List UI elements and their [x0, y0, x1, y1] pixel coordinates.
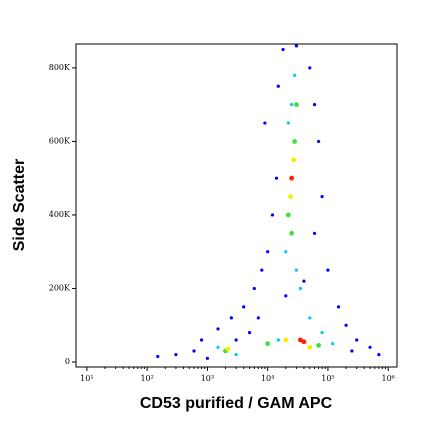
point [199, 338, 204, 342]
point [308, 316, 312, 320]
point [216, 345, 220, 349]
plot-frame [75, 43, 398, 368]
y-tick-label: 0 [65, 357, 70, 366]
point [286, 121, 290, 125]
point [289, 175, 295, 181]
point [252, 286, 256, 291]
point [266, 250, 270, 254]
point [312, 103, 317, 107]
y-tick-label: 200K [49, 283, 71, 292]
y-tick-label: 800K [49, 63, 71, 72]
x-axis-label: CD53 purified / GAM APC [140, 395, 333, 412]
x-tick-label: 10³ [201, 374, 214, 383]
point [316, 343, 321, 348]
point [291, 157, 297, 163]
point [256, 316, 260, 320]
point [283, 337, 289, 343]
y-tick-label: 400K [49, 210, 71, 219]
x-tick-label: 10² [140, 374, 153, 383]
point [320, 330, 324, 335]
point [312, 231, 317, 235]
x-tick-label: 10⁵ [321, 374, 334, 383]
point [265, 341, 271, 347]
point [302, 279, 306, 283]
x-tick-label: 10⁴ [261, 374, 274, 383]
x-tick-label: 10⁶ [381, 374, 394, 383]
point [344, 323, 348, 327]
point [225, 346, 231, 352]
point [242, 305, 246, 309]
point [263, 121, 267, 125]
point [298, 337, 303, 343]
point [270, 213, 275, 217]
point [326, 268, 330, 272]
point [298, 286, 303, 291]
point [276, 84, 280, 88]
point [294, 102, 299, 108]
point [336, 305, 341, 309]
point [234, 338, 238, 342]
y-tick-label: 600K [49, 136, 71, 145]
point [229, 316, 233, 320]
point [276, 338, 280, 342]
point [292, 139, 298, 144]
point [156, 354, 160, 359]
point [174, 353, 178, 357]
point [192, 349, 196, 353]
point [288, 194, 293, 199]
point [234, 353, 238, 357]
y-axis-label: Side Scatter [11, 159, 28, 251]
point [294, 44, 299, 48]
point [274, 176, 279, 180]
point [281, 47, 285, 52]
point [290, 103, 294, 107]
point [260, 268, 264, 272]
point [350, 349, 354, 353]
point [284, 294, 288, 298]
point [284, 250, 288, 254]
point [307, 344, 313, 350]
point [320, 194, 324, 199]
point [216, 327, 220, 331]
point [316, 139, 321, 144]
point [368, 345, 372, 349]
point [331, 342, 335, 346]
point [293, 73, 297, 77]
point [289, 230, 295, 236]
point [355, 338, 359, 342]
point [377, 353, 381, 357]
point [308, 66, 312, 70]
point [285, 212, 291, 218]
point [247, 330, 252, 335]
point [205, 356, 210, 360]
point [294, 268, 299, 272]
x-tick-label: 10¹ [80, 374, 93, 383]
